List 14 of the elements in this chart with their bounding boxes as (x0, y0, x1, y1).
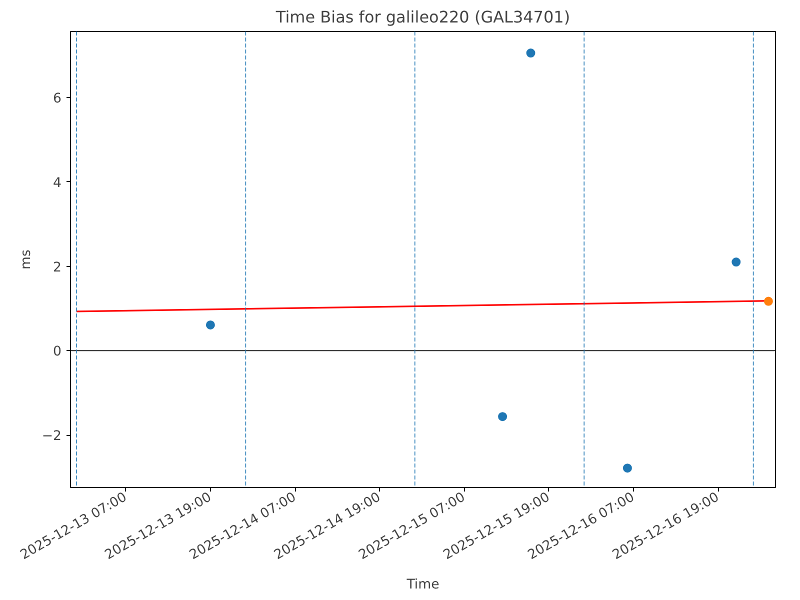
y-axis-title: ms (18, 249, 34, 270)
y-tick-label: 2 (53, 260, 62, 276)
point (498, 412, 508, 422)
point (526, 48, 536, 58)
chart-title: Time Bias for galileo220 (GAL34701) (274, 8, 570, 26)
point (732, 258, 741, 267)
y-tick-label: 0 (53, 344, 62, 360)
point (206, 320, 215, 330)
y-tick-label: 4 (53, 176, 62, 191)
point (622, 464, 632, 473)
y-tick-label: −2 (42, 429, 62, 444)
point (764, 296, 773, 306)
x-axis-title: Time (406, 578, 440, 593)
y-tick-label: 6 (53, 91, 62, 106)
